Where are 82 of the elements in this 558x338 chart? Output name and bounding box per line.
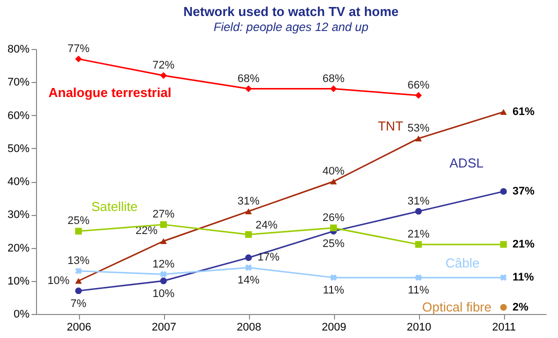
point: [415, 92, 422, 99]
point: [500, 274, 507, 281]
y-tick-label: 40%: [7, 176, 30, 188]
y-tick-label: 80%: [7, 44, 30, 56]
point: [415, 274, 422, 281]
point: [330, 274, 337, 281]
data-label: 61%: [512, 106, 535, 118]
data-label: 37%: [512, 185, 535, 198]
point: [75, 228, 82, 235]
point: [160, 270, 167, 278]
data-label: 26%: [322, 212, 345, 224]
point: [330, 85, 337, 92]
data-label: 17%: [258, 252, 280, 264]
data-label: 22%: [135, 225, 158, 238]
point: [500, 188, 507, 195]
point: [500, 304, 507, 311]
point: [160, 238, 167, 244]
x-tick-label: 2010: [406, 322, 432, 334]
data-label: 2%: [512, 301, 529, 314]
data-label: 12%: [152, 258, 175, 270]
point: [160, 278, 167, 284]
point: [330, 224, 337, 232]
x-tick-label: 2007: [152, 322, 176, 334]
point: [160, 221, 167, 228]
data-label: 72%: [152, 60, 175, 72]
point: [160, 72, 167, 79]
data-label: 27%: [152, 208, 175, 221]
point: [415, 241, 422, 248]
data-label: 40%: [322, 166, 345, 178]
data-label: 11%: [408, 284, 430, 297]
data-label: 68%: [237, 72, 260, 85]
series-label: ADSL: [450, 155, 484, 170]
chart-title: Network used to watch TV at home: [183, 4, 399, 19]
point: [75, 287, 82, 294]
data-label: 10%: [47, 274, 70, 287]
y-tick-label: 60%: [7, 110, 30, 122]
x-tick-label: 2006: [66, 322, 92, 334]
y-tick-label: 10%: [7, 275, 30, 288]
series-label: TNT: [378, 118, 404, 134]
data-label: 14%: [237, 274, 260, 287]
y-tick-label: 70%: [7, 76, 30, 89]
point: [245, 208, 252, 214]
data-label: 25%: [322, 238, 345, 250]
data-label: 31%: [237, 195, 260, 208]
series-label: Câble: [446, 256, 480, 271]
point: [75, 268, 82, 274]
point: [245, 254, 252, 262]
data-label: 31%: [407, 195, 430, 208]
chart-subtitle: Field: people ages 12 and up: [214, 20, 369, 34]
y-tick-label: 50%: [7, 142, 30, 155]
x-tick-label: 2009: [322, 322, 346, 334]
data-label: 21%: [512, 238, 535, 250]
point: [500, 241, 507, 248]
data-label: 11%: [322, 284, 344, 297]
data-label: 66%: [407, 79, 430, 92]
data-label: 53%: [407, 122, 430, 134]
data-label: 25%: [67, 215, 90, 228]
data-label: 68%: [322, 72, 345, 85]
point: [75, 278, 82, 284]
x-tick-label: 2011: [492, 322, 516, 334]
x-tick-label: 2008: [236, 322, 262, 334]
point: [245, 264, 252, 271]
data-label: 13%: [67, 254, 90, 267]
data-label: 77%: [67, 42, 90, 55]
y-tick-label: 0%: [14, 308, 30, 320]
series-label: Optical fibre: [422, 299, 492, 314]
data-label: 11%: [512, 272, 534, 284]
y-tick-label: 20%: [7, 242, 30, 254]
point: [245, 231, 252, 238]
data-label: 7%: [70, 298, 87, 310]
point: [415, 208, 422, 215]
data-label: 24%: [256, 220, 278, 232]
series-label: Satellite: [91, 199, 138, 214]
point: [330, 178, 337, 184]
data-label: 10%: [152, 288, 175, 300]
point: [415, 136, 422, 142]
point: [500, 109, 507, 115]
point: [75, 56, 82, 62]
series-label: Analogue terrestrial: [48, 84, 172, 100]
point: [245, 85, 252, 92]
data-label: 21%: [407, 228, 430, 240]
y-tick-label: 30%: [7, 209, 30, 222]
